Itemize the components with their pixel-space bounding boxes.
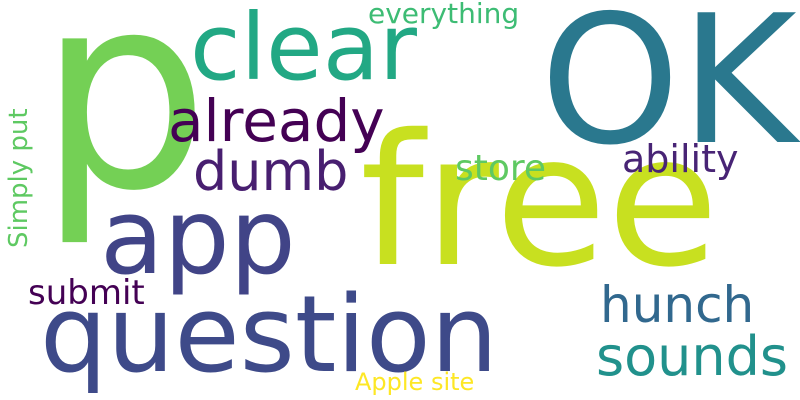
word-dumb: dumb: [193, 140, 349, 203]
word-app: app: [100, 176, 296, 298]
word-apple-site: Apple site: [355, 368, 475, 396]
word-simply-put: Simply put: [4, 108, 34, 248]
word-free: free: [360, 95, 719, 307]
word-ability: ability: [622, 137, 739, 181]
word-everything: everything: [368, 0, 520, 30]
word-store: store: [455, 148, 547, 189]
word-clear: clear: [190, 0, 417, 101]
word-hunch: hunch: [600, 276, 755, 334]
word-p: p: [38, 0, 210, 250]
word-submit: submit: [28, 273, 145, 313]
word-question: question: [40, 273, 498, 396]
word-ok: OK: [540, 0, 797, 184]
word-sounds: sounds: [596, 325, 789, 388]
word-already: already: [168, 87, 385, 155]
